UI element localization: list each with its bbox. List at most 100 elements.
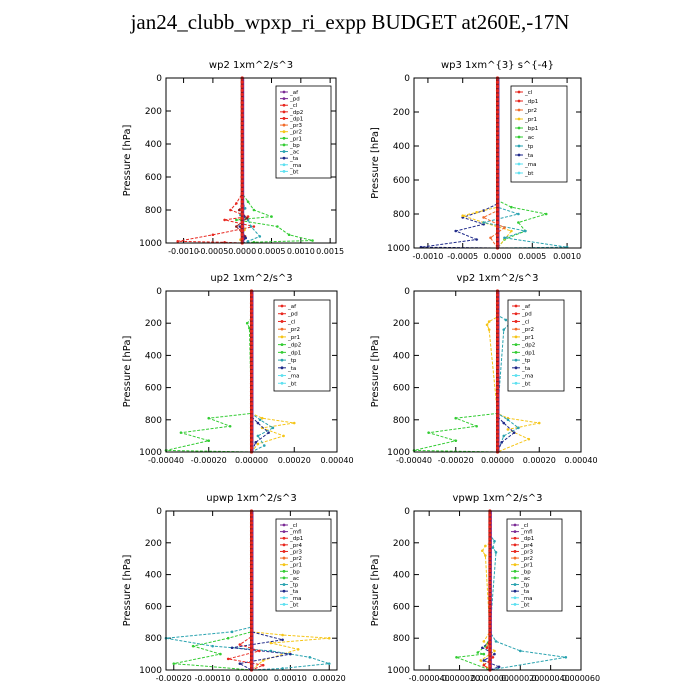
legend-marker [513,556,517,560]
series-point [503,236,506,240]
legend-marker [514,312,518,316]
zero-profile-point [240,121,244,125]
legend-label: _ac [524,135,534,141]
chart-panel-3: up2 1xm^2/s^3 Pressure [hPa] 0 200 400 600 800… [122,273,354,465]
zero-profile-point [488,604,492,609]
legend-label: _bp [289,569,300,575]
zero-profile-point [249,321,254,325]
zero-profile-point [488,580,492,585]
zero-profile-point [249,414,254,418]
x-tick-label: 0.00020 [313,674,346,683]
legend-label: _dp2 [521,343,535,349]
zero-profile-point [249,656,254,660]
zero-profile-point [495,365,500,370]
zero-profile-point [495,410,500,414]
y-tick-label: 400 [145,571,162,581]
series-point [289,652,292,656]
zero-profile-point [240,130,244,134]
x-tick-label: 0.00000 [481,456,514,465]
zero-profile-point [495,118,500,123]
y-tick-label: 0 [156,507,162,517]
zero-profile-point [488,652,492,656]
series-point [524,229,527,233]
series-point [517,221,520,224]
series-point [484,554,487,557]
y-tick-label: 1000 [387,666,410,676]
legend-marker [280,312,284,316]
zero-profile-point [495,293,500,297]
zero-profile-point [495,225,500,229]
series-point [512,431,516,434]
legend-marker [514,335,518,339]
y-tick-label: 1000 [139,666,162,676]
zero-profile-point [488,541,492,545]
legend-marker [514,343,518,347]
series-point [482,652,486,656]
chart-panel-4: vp2 1xm^2/s^3 Pressure [hPa] 0 200 400 600 800… [370,273,598,465]
legend-label: _bt [524,171,534,177]
legend-label: _pr2 [520,556,533,562]
series-point [256,421,260,425]
series-point [461,214,465,217]
zero-profile-point [249,398,254,402]
series-point [238,643,242,646]
legend-marker [514,350,518,354]
y-tick-label: 0 [404,74,410,84]
series-point [271,426,275,430]
legend-marker [282,563,286,567]
zero-profile-point [495,438,500,442]
zero-profile-point [495,212,500,216]
legend-label: _cl [287,319,296,325]
series-point [491,546,495,549]
y-tick-label: 1000 [387,448,410,458]
y-tick-label: 200 [393,108,410,118]
legend-label: _ma [520,596,532,602]
x-tick-label: 0.0010 [553,252,581,261]
zero-profile-point [495,430,500,434]
zero-profile-point [249,369,254,374]
zero-profile-point [240,92,244,97]
zero-profile-point [249,604,254,609]
series-point [482,221,485,224]
zero-profile-point [495,178,500,182]
y-tick-label: 600 [145,173,162,183]
legend-label: _cl [520,523,529,529]
legend-marker [280,335,284,339]
zero-profile-point [240,200,244,204]
series-line [165,291,253,453]
legend-label: _ta [289,156,298,162]
legend-label: _ac [520,576,530,582]
y-tick-label: 800 [145,634,162,644]
legend-label: _tp [524,144,534,150]
legend-marker [282,130,286,134]
zero-profile-point [249,660,254,664]
zero-profile-point [240,146,244,150]
x-tick-label: -0.00020 [191,456,227,465]
legend-marker [282,110,286,114]
zero-profile-point [249,357,254,362]
zero-profile-point [495,216,500,220]
legend-label: _pr2 [287,327,300,333]
zero-profile-point [249,580,254,585]
series-point [292,421,296,425]
legend-marker [282,596,286,600]
x-tick-label: 0.000020 [501,674,539,683]
zero-profile-point [249,529,254,533]
legend-label: _dp2 [289,110,303,116]
zero-profile-point [249,365,254,370]
plot-frame [165,510,338,671]
legend-label: _bp [520,569,531,575]
zero-profile-point [249,337,254,341]
zero-profile-point [495,195,500,199]
zero-profile-point [249,341,254,345]
legend-marker [282,117,286,120]
legend-marker [280,350,284,354]
zero-profile-point [488,644,492,648]
y-tick-label: 400 [393,351,410,361]
legend-marker [282,163,286,167]
chart-panel-2: wp3 1xm^{3} s^{-4} Pressure [hPa] 0 200 400 6… [370,60,582,261]
zero-profile-point [249,561,254,565]
legend-marker [282,150,286,153]
zero-profile-point [240,171,244,175]
series-line [489,511,566,671]
